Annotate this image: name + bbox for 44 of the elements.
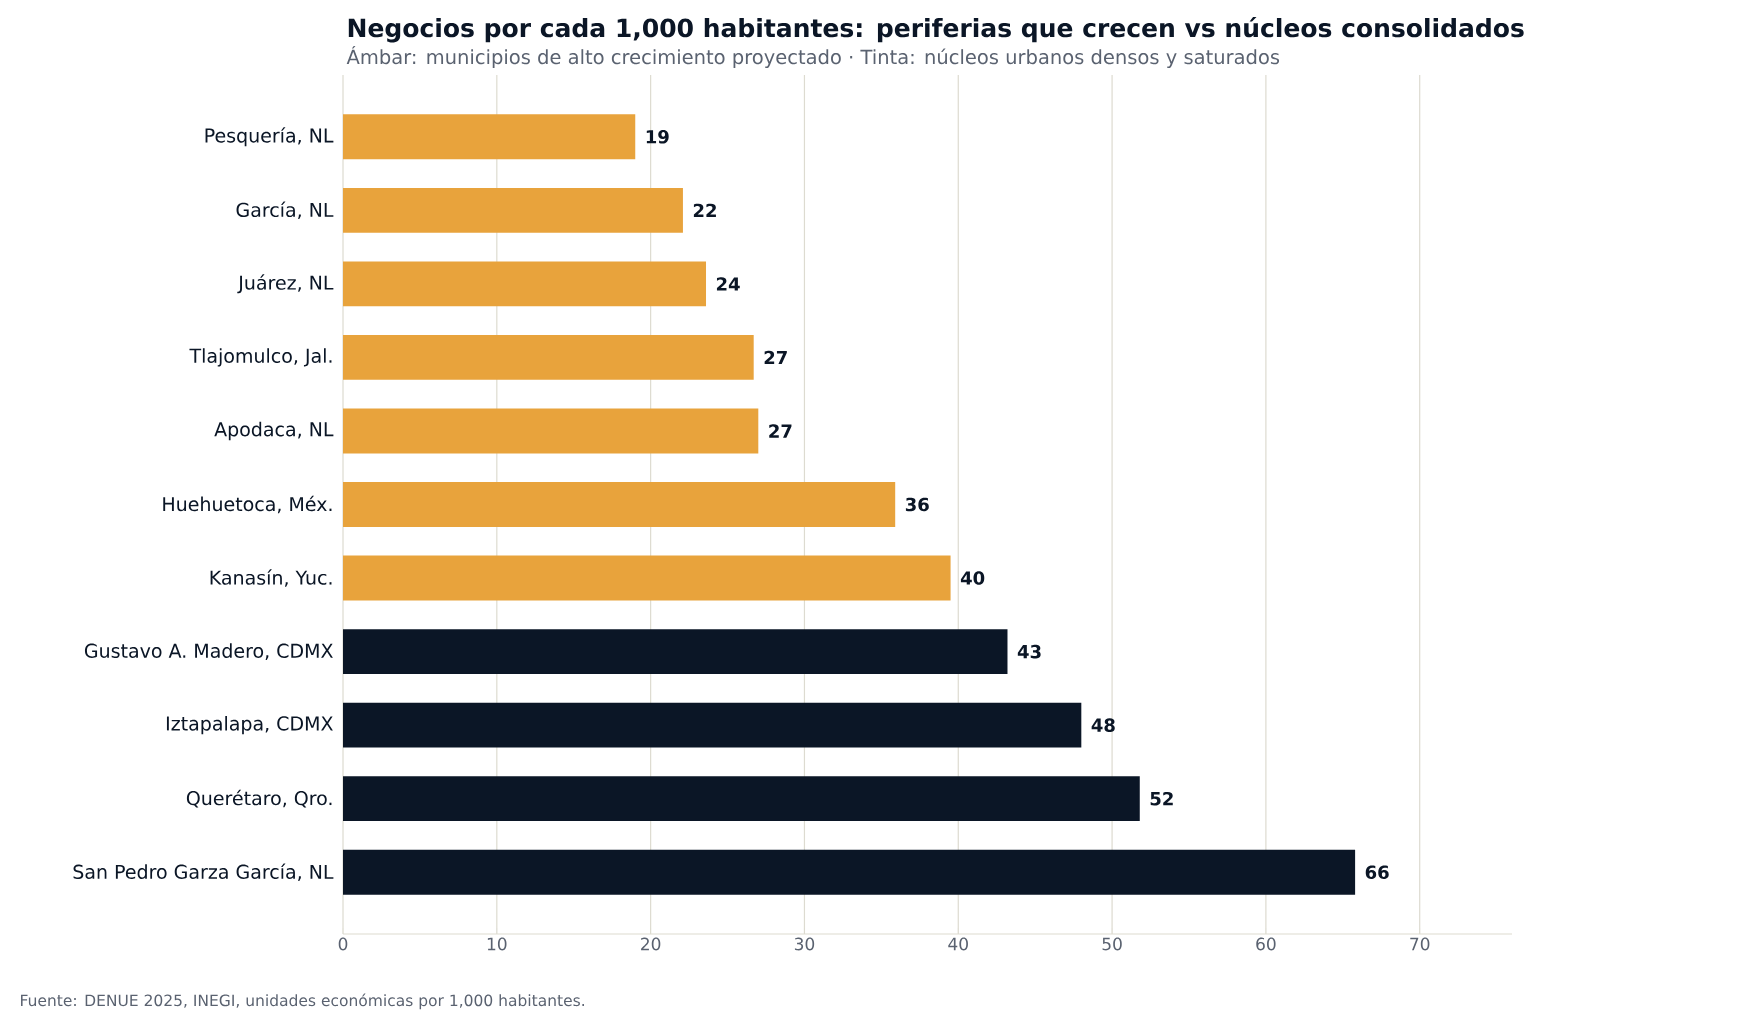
bar [343, 629, 1008, 675]
data-label: 66 [1365, 865, 1389, 880]
x-tick-label: 70 [1410, 937, 1430, 951]
y-tick-label: Kanasín, Yuc. [210, 569, 332, 587]
y-tick-label: Iztapalapa, CDMX [166, 715, 333, 735]
y-tick-label: Tlajomulco, Jal. [189, 348, 332, 367]
data-label: 43 [1017, 644, 1041, 659]
x-tick-label: 0 [338, 937, 348, 951]
bar [343, 702, 1082, 748]
x-tick-label: 50 [1102, 937, 1122, 951]
data-label: 27 [764, 350, 787, 365]
x-tick-label: 60 [1256, 937, 1276, 951]
bar [343, 555, 951, 601]
x-tick-label: 20 [641, 937, 661, 951]
x-tick-label: 10 [487, 937, 507, 951]
bar [343, 776, 1140, 822]
bar [343, 849, 1356, 895]
bar [343, 261, 707, 307]
bar [343, 187, 683, 233]
data-label: 52 [1150, 791, 1173, 806]
y-tick-label: Huehuetoca, Méx. [163, 495, 332, 514]
y-tick-label: Juárez, NL [237, 274, 334, 294]
y-tick-label: Querétaro, Qro. [186, 789, 332, 808]
x-tick-label: 30 [794, 937, 815, 951]
y-tick-label: García, NL [236, 201, 334, 220]
data-label: 40 [960, 571, 985, 585]
data-label: 19 [646, 129, 669, 144]
y-tick-label: San Pedro Garza García, NL [73, 863, 334, 881]
data-label: 22 [693, 203, 716, 217]
y-tick-label: Pesquería, NL [205, 127, 334, 147]
data-label: 24 [716, 277, 740, 291]
y-tick-label: Apodaca, NL [214, 421, 334, 441]
data-label: 36 [905, 497, 929, 512]
data-label: 27 [769, 424, 792, 438]
bar [343, 114, 636, 160]
source-note: Fuente: DENUE 2025, INEGI, unidades económicas por 1,000 habitantes. [21, 993, 584, 1010]
bar [343, 334, 754, 380]
y-tick-label: Gustavo A. Madero, CDMX [84, 643, 333, 660]
data-label: 48 [1091, 718, 1115, 732]
chart-subtitle: Ámbar: municipios de alto crecimiento proyectado · Tinta: núcleos urbanos densos y saturados [346, 45, 1280, 69]
x-tick-label: 40 [948, 937, 968, 951]
chart-title: Negocios por cada 1,000 habitantes: periferias que crecen vs núcleos consolidados [348, 16, 1524, 43]
bar [343, 482, 896, 527]
bar [343, 408, 759, 454]
